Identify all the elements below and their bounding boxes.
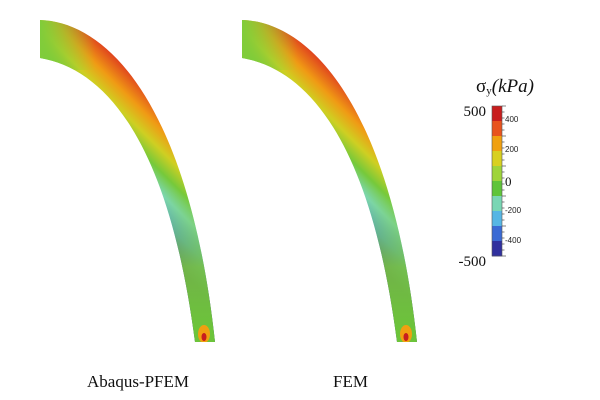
colorbar-tick-label: -400 — [505, 236, 522, 245]
panel-label-abaqus-pfem: Abaqus-PFEM — [87, 372, 190, 391]
colorbar-max-label: 500 — [464, 104, 487, 120]
colorbar-band — [492, 136, 502, 152]
colorbar-frame — [491, 105, 503, 257]
colorbar-ticks — [502, 105, 506, 257]
colorbar-tick-label: -200 — [505, 206, 522, 215]
colorbar-band — [492, 241, 502, 257]
colorbar-min-label: -500 — [459, 254, 487, 270]
colorbar-band — [492, 121, 502, 137]
colorbar-band — [492, 196, 502, 212]
contour-panel-abaqus-pfem — [40, 20, 215, 342]
colorbar-tick-label: 200 — [505, 145, 519, 154]
colorbar-band — [492, 226, 502, 242]
colorbar: 500 -500 0 400 200 -200 -400 — [459, 104, 522, 270]
colorbar-title-symbol: σ — [476, 76, 487, 97]
colorbar-band — [492, 166, 502, 182]
colorbar-title-subscript: y — [486, 85, 492, 97]
colorbar-band — [492, 181, 502, 197]
colorbar-band — [492, 106, 502, 122]
colorbar-band — [492, 151, 502, 167]
colorbar-bands — [492, 106, 502, 257]
colorbar-title-unit: (kPa) — [491, 76, 534, 97]
contour-panel-fem — [242, 20, 417, 342]
colorbar-zero-label: 0 — [505, 174, 512, 189]
colorbar-tick-label: 400 — [505, 115, 519, 124]
colorbar-band — [492, 211, 502, 227]
colorbar-title: σy(kPa) — [476, 76, 534, 98]
panel-label-fem: FEM — [333, 372, 368, 391]
